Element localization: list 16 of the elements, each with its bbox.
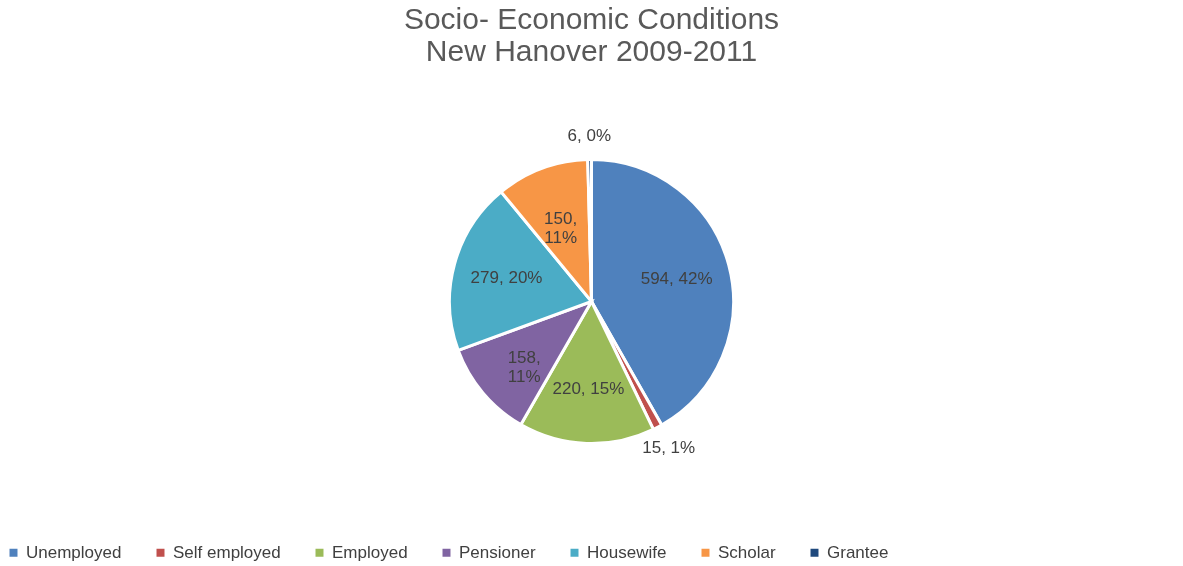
legend-label: Unemployed	[26, 542, 122, 562]
legend-label: Pensioner	[459, 542, 536, 562]
text: New Hanover 2009-2011	[425, 34, 758, 67]
text: Socio- Economic Conditions	[403, 2, 780, 35]
data-label: 220, 15%	[552, 379, 625, 399]
data-label: 150, 11%	[544, 209, 578, 248]
data-label: 158, 11%	[507, 348, 541, 387]
data-label: 594, 42%	[640, 269, 713, 288]
legend-label: Scholar	[718, 542, 776, 562]
data-label: 15, 1%	[642, 438, 696, 458]
data-label: 6, 0%	[567, 125, 612, 145]
data-label: 279, 20%	[470, 268, 543, 288]
legend-label: Self employed	[173, 542, 281, 562]
legend-label: Employed	[332, 542, 408, 562]
legend-label: Grantee	[827, 542, 889, 562]
legend-label: Housewife	[587, 542, 667, 562]
